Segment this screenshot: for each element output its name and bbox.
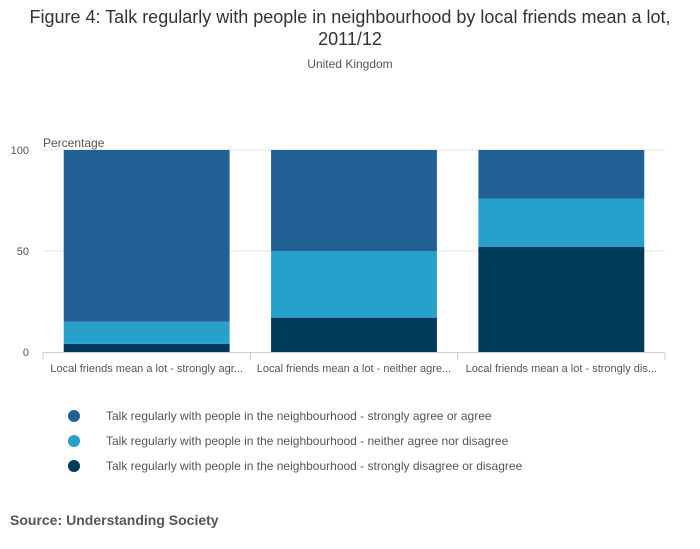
bar-segment xyxy=(271,150,437,251)
bars xyxy=(63,150,645,352)
legend-label: Talk regularly with people in the neighb… xyxy=(106,459,523,473)
legend-label: Talk regularly with people in the neighb… xyxy=(106,434,509,448)
y-tick-label: 0 xyxy=(23,347,29,359)
stacked-bar-chart: 0 50 100 Local friends mean a lot - strongl… xyxy=(11,136,666,375)
bar-segment xyxy=(478,246,645,352)
y-axis-label: Percentage xyxy=(43,136,105,150)
y-tick-label: 100 xyxy=(11,145,29,157)
x-category-label: Local friends mean a lot - strongly agr.… xyxy=(50,363,243,375)
bar-segment xyxy=(63,343,230,352)
source-text: Understanding Society xyxy=(66,512,219,528)
x-category-label: Local friends mean a lot - neither agre.… xyxy=(257,363,451,375)
axes: 0 50 100 Local friends mean a lot - strongl… xyxy=(11,145,666,375)
chart-subtitle: United Kingdom xyxy=(307,57,393,71)
bar-segment xyxy=(478,150,645,199)
bar-segment xyxy=(478,198,645,247)
chart-title: Figure 4: Talk regularly with people in … xyxy=(29,7,671,49)
bar-segment xyxy=(63,321,230,344)
bar-segment xyxy=(63,150,230,322)
legend-label: Talk regularly with people in the neighb… xyxy=(106,409,492,423)
bar-segment xyxy=(271,317,437,352)
bar-segment xyxy=(271,251,437,318)
legend-swatch xyxy=(68,410,80,422)
source-prefix: Source: xyxy=(10,512,63,528)
y-tick-label: 50 xyxy=(17,246,29,258)
legend-swatch xyxy=(68,460,80,472)
x-category-label: Local friends mean a lot - strongly dis.… xyxy=(466,363,657,375)
legend-swatch xyxy=(68,435,80,447)
source-note: Source: Understanding Society xyxy=(10,512,219,528)
